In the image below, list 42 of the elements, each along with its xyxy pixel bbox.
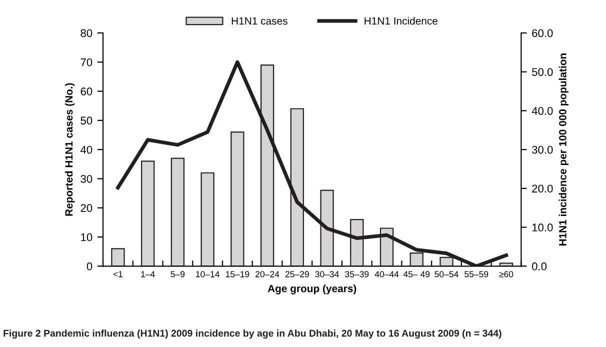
- bar: [111, 248, 125, 266]
- line-series: [116, 60, 508, 266]
- y-tick-label: 0: [86, 262, 92, 270]
- x-axis-title: Age group (years): [268, 284, 356, 294]
- x-tick-label: <1: [113, 271, 123, 278]
- bar: [200, 172, 214, 266]
- y-tick-label: 60: [80, 88, 92, 96]
- x-tick-label: 15–19: [226, 271, 250, 278]
- bar: [230, 132, 244, 266]
- x-tick-label: 25–29: [285, 271, 309, 278]
- x-tick-label: ≥60: [499, 271, 514, 278]
- y-tick-label: 20: [80, 204, 92, 212]
- y2-tick-label: 50.0: [532, 68, 553, 76]
- y-tick-label: 80: [80, 29, 92, 38]
- y-tick-label: 10: [81, 233, 92, 242]
- x-tick-label: 50–54: [434, 271, 458, 278]
- legend-label: H1N1 Incidence: [364, 17, 438, 25]
- bar: [170, 158, 185, 266]
- bar: [140, 160, 155, 266]
- y-tick-label: 30: [80, 174, 92, 183]
- x-tick-label: 45– 49: [403, 271, 430, 278]
- y2-axis-title: H1N1 incidence per 100 000 population: [558, 54, 568, 246]
- y2-tick-label: 60.0: [532, 29, 553, 38]
- x-tick-label: 20–24: [256, 271, 280, 278]
- y2-tick-label: 10.0: [532, 224, 553, 232]
- y-tick-label: 50: [80, 116, 92, 125]
- text: Figure 2 Pandemic influenza (H1N1) 2009 incidence by age in Abu Dhabi, 20 May to 16 August 2009 (n = 344): [4, 330, 502, 339]
- legend-label: H1N1 cases: [232, 17, 288, 25]
- y2-tick-label: 40.0: [532, 106, 553, 115]
- x-tick-label: 55–59: [464, 271, 488, 278]
- y2-tick-label: 0.0: [532, 262, 547, 270]
- x-tick-label: 40–44: [374, 271, 399, 278]
- y-tick-label: 70: [80, 58, 92, 66]
- x-tick-label: 10–14: [196, 271, 220, 278]
- y2-tick-label: 20.0: [532, 184, 553, 193]
- x-tick-label: 1–4: [141, 271, 155, 278]
- y-tick-label: 40: [80, 146, 92, 154]
- x-tick-label: 30–34: [315, 271, 339, 278]
- y-axis-title: Reported H1N1 cases (No.): [64, 83, 75, 216]
- x-tick-label: 5–9: [170, 271, 185, 278]
- x-tick-label: 35–39: [345, 271, 369, 278]
- y2-tick-label: 30.0: [532, 146, 553, 154]
